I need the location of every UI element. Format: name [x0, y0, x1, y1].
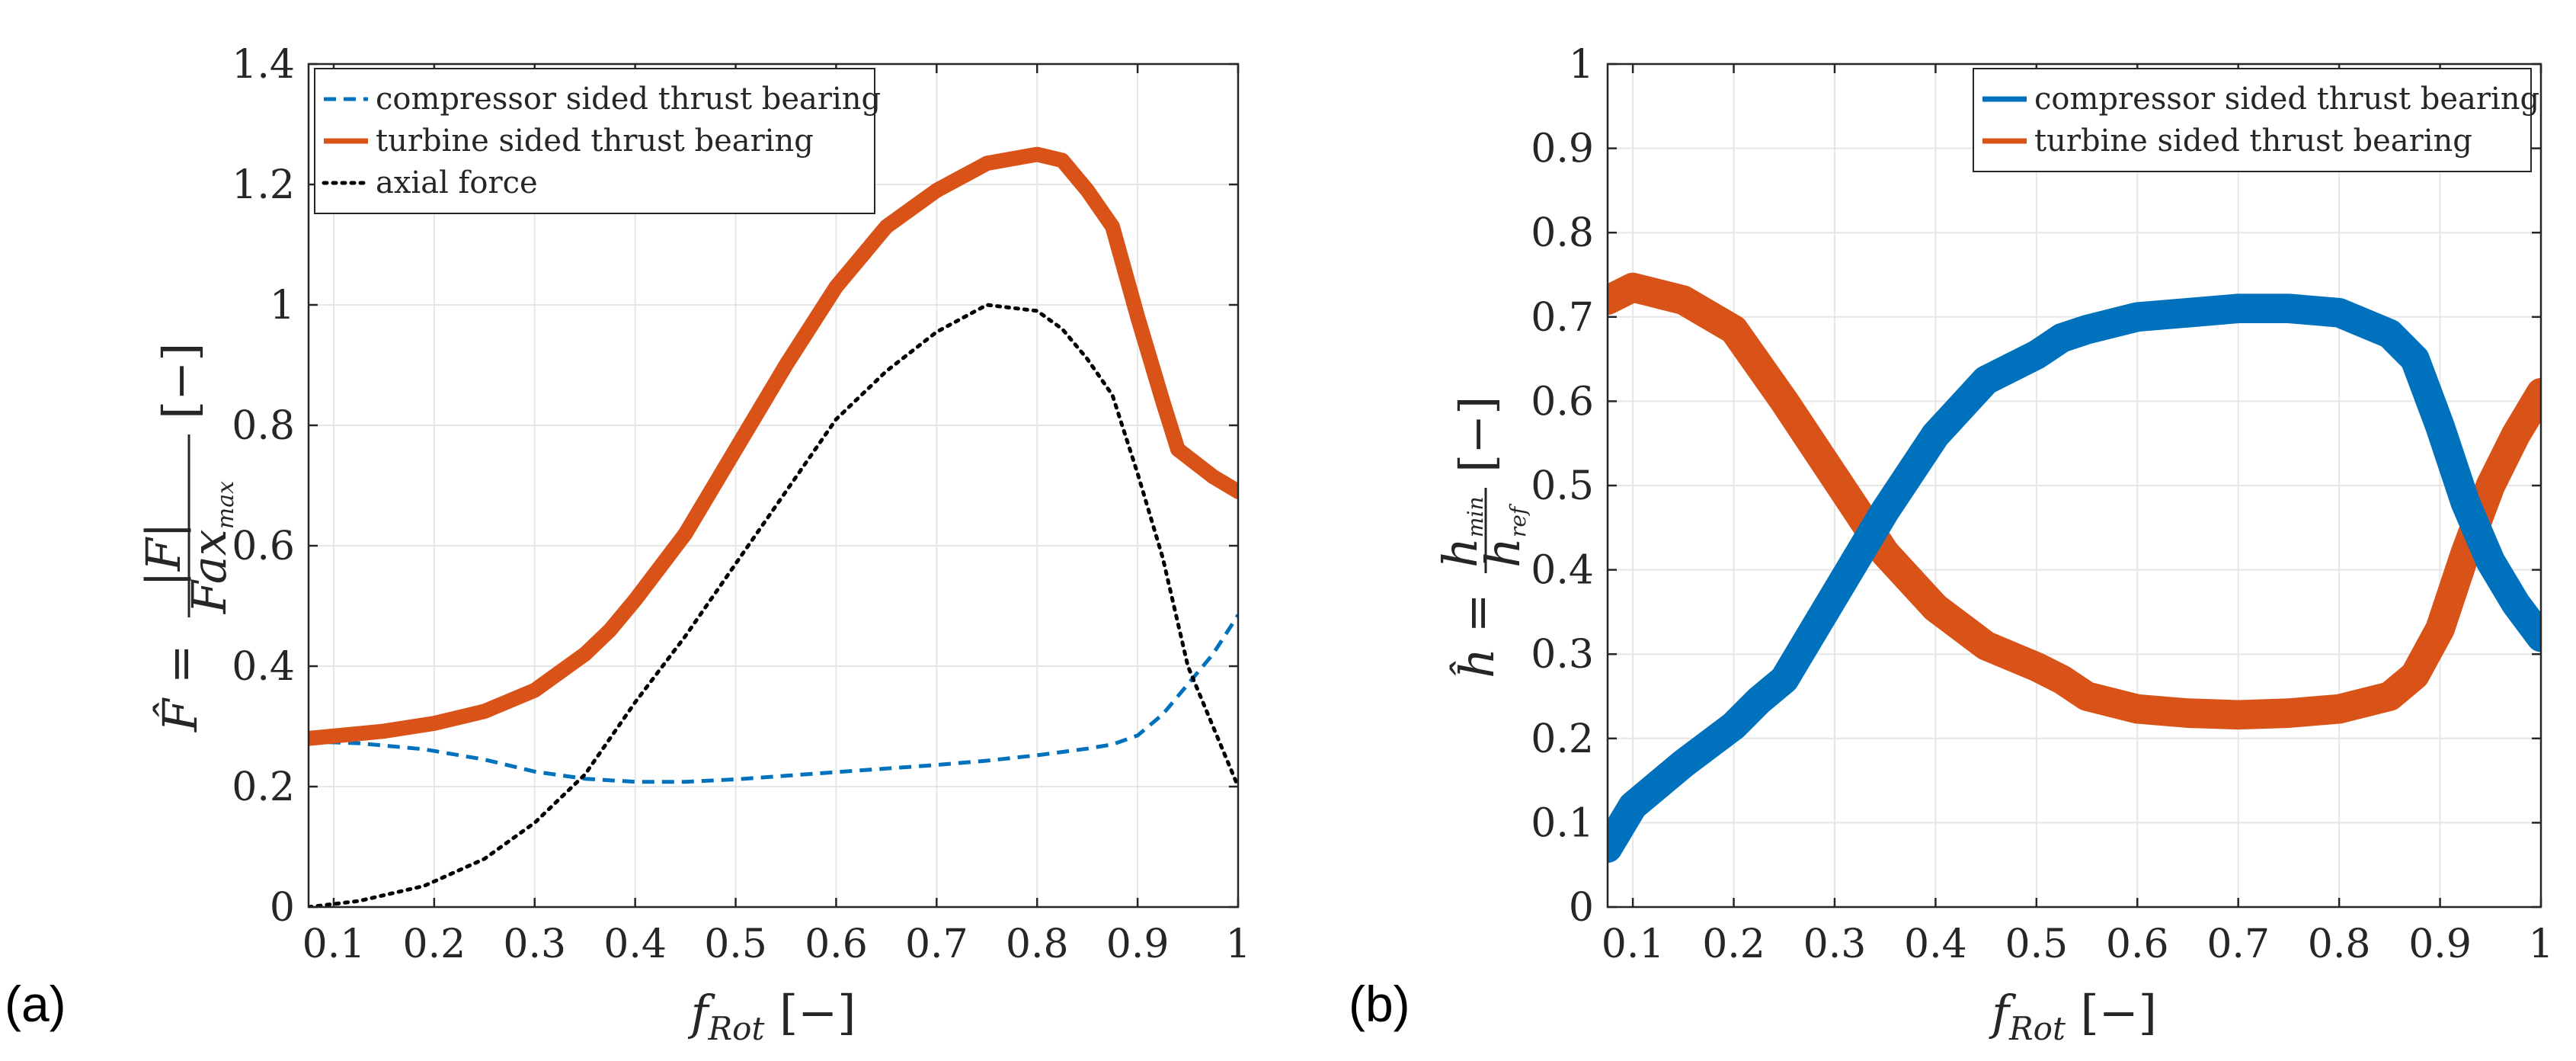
- chart-panel-b: 0.1 0.2 0.3 0.4 0.5 0.6 0.7 0.8 0.9 100.10.20.30.…: [1349, 42, 2554, 1047]
- x-tick-label: 0.1: [1602, 922, 1665, 967]
- x-tick-label: 0.2: [1702, 922, 1765, 967]
- x-tick-label: 0.1: [302, 922, 366, 967]
- legend-label: turbine sided thrust bearing: [376, 123, 814, 159]
- series-line-compressor-sided-thrust-bearing: [309, 614, 1238, 784]
- y-axis-label: F̂ = |F|Faxmax [−]: [136, 343, 239, 732]
- legend-box: [1973, 68, 2532, 172]
- x-tick-label: 0.6: [805, 922, 868, 967]
- x-tick-label: 0.7: [905, 922, 968, 967]
- chart-panel-a: 0.1 0.2 0.3 0.4 0.5 0.6 0.7 0.8 0.9 1 0 0.2 0.4 0.6 0.…: [5, 42, 1251, 1047]
- y-tick-label: 0.4: [232, 644, 295, 690]
- x-tick-label: 0.2: [403, 922, 466, 967]
- svg-text:href: href: [1475, 503, 1531, 568]
- x-tick-label: 1: [2528, 922, 2553, 967]
- legend-label: turbine sided thrust bearing: [2034, 123, 2472, 159]
- x-axis-label: fRot [−]: [688, 985, 856, 1047]
- series-line-compressor-sided-thrust-bearing: [1608, 293, 2541, 863]
- svg-text:hmin: hmin: [1432, 497, 1488, 568]
- x-tick-label: 1: [1225, 922, 1250, 967]
- y-tick-label: 0.8: [1531, 210, 1594, 256]
- x-tick-label: 0.5: [2005, 922, 2068, 967]
- x-tick-label: 0.8: [2308, 922, 2371, 967]
- x-tick-label: 0.3: [503, 922, 566, 967]
- legend-label: compressor sided thrust bearing: [2034, 82, 2539, 117]
- y-tick-label: 0.6: [1531, 379, 1594, 425]
- legend-label: compressor sided thrust bearing: [376, 82, 881, 117]
- series-line-turbine-sided-thrust-bearing: [309, 146, 1238, 746]
- y-tick-label: 0.2: [1531, 716, 1594, 762]
- x-tick-label: 0.6: [2106, 922, 2169, 967]
- svg-text:[−]: [−]: [1449, 396, 1505, 473]
- y-tick-label: 1.4: [232, 42, 295, 88]
- series-line-turbine-sided-thrust-bearing: [1608, 272, 2541, 730]
- y-tick-label: 0.3: [1531, 632, 1594, 678]
- x-tick-label: 0.9: [2408, 922, 2472, 967]
- y-tick-label: 0.1: [1531, 800, 1594, 846]
- x-tick-label: 0.9: [1106, 922, 1170, 967]
- svg-text:Faxmax: Faxmax: [181, 481, 239, 614]
- legend-box: [314, 68, 875, 214]
- svg-text:|F|: |F|: [136, 522, 191, 587]
- y-tick-label: 0: [1569, 885, 1594, 931]
- y-tick-label: 0.9: [1531, 127, 1594, 172]
- y-tick-label: 0.6: [232, 524, 295, 569]
- x-tick-label: 0.4: [1904, 922, 1967, 967]
- x-tick-label: 0.5: [704, 922, 767, 967]
- x-axis-label: fRot [−]: [1989, 985, 2157, 1047]
- legend-label: axial force: [376, 165, 538, 200]
- y-tick-label: 1: [1569, 42, 1594, 88]
- axes-frame: [1606, 63, 2542, 909]
- svg-text:[−]: [−]: [152, 343, 208, 419]
- y-tick-label: 0.5: [1531, 463, 1594, 509]
- legend: compressor sided thrust bearing turbine s…: [314, 68, 881, 214]
- svg-text:F̂ =: F̂ =: [152, 644, 208, 732]
- y-tick-label: 0.2: [232, 764, 295, 810]
- x-tick-label: 0.3: [1803, 922, 1867, 967]
- y-tick-label: 0.7: [1531, 295, 1594, 341]
- series-line-axial-force: [309, 303, 1238, 907]
- svg-text:ĥ =: ĥ =: [1449, 593, 1505, 678]
- x-tick-label: 0.8: [1006, 922, 1069, 967]
- y-tick-label: 0.4: [1531, 548, 1594, 594]
- x-tick-label: 0.7: [2206, 922, 2270, 967]
- y-tick-label: 0: [270, 885, 295, 931]
- legend: compressor sided thrust bearing turbine s…: [1973, 68, 2539, 172]
- y-tick-label: 0.8: [232, 403, 295, 449]
- panel-label: (a): [5, 976, 66, 1032]
- y-tick-label: 1: [270, 283, 295, 329]
- y-tick-label: 1.2: [232, 162, 295, 208]
- axes-frame: [307, 63, 1240, 909]
- panel-label: (b): [1349, 976, 1410, 1032]
- x-tick-label: 0.4: [603, 922, 667, 967]
